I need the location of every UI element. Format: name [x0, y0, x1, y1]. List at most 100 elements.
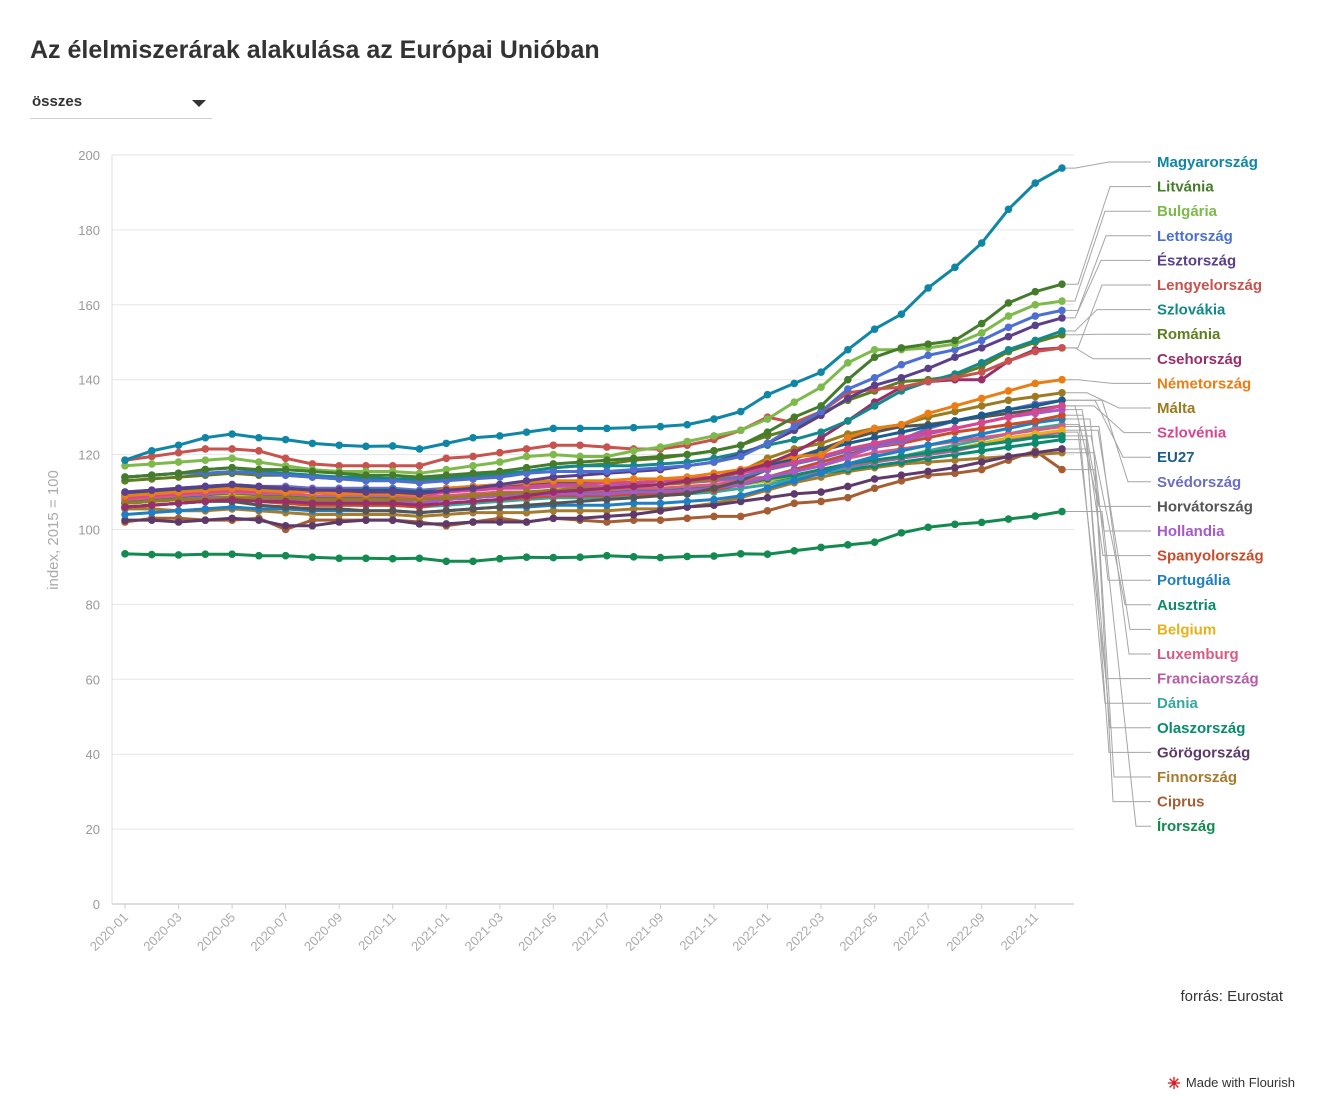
data-point: [1004, 205, 1013, 214]
y-tick-label: 160: [78, 298, 100, 313]
x-tick-label: 2022-05: [836, 910, 880, 954]
data-point: [710, 473, 718, 481]
data-point: [951, 263, 959, 272]
data-point: [442, 477, 451, 485]
data-point: [469, 469, 477, 478]
data-point: [790, 547, 799, 555]
data-point: [1058, 402, 1066, 410]
data-point: [496, 432, 504, 440]
data-point: [442, 439, 451, 448]
data-point: [844, 359, 852, 367]
data-point: [549, 450, 558, 459]
data-point: [629, 482, 638, 491]
series-line: [123, 166, 1064, 462]
data-point: [201, 497, 210, 506]
data-point: [656, 553, 665, 562]
data-point: [977, 368, 986, 377]
data-point: [629, 499, 638, 508]
data-point: [1004, 515, 1013, 523]
data-point: [977, 394, 986, 403]
data-point: [1058, 164, 1066, 172]
data-point: [522, 445, 531, 453]
data-point: [951, 456, 959, 465]
data-point: [897, 529, 906, 537]
series-25: [121, 445, 1066, 530]
data-point: [710, 458, 718, 466]
data-point: [201, 516, 210, 524]
data-point: [362, 477, 370, 485]
data-point: [469, 484, 477, 493]
data-point: [147, 516, 156, 524]
data-point: [683, 477, 691, 485]
legend-item: Franciaország: [1066, 431, 1259, 688]
legend-connector: [1066, 435, 1151, 606]
data-point: [763, 428, 772, 436]
data-point: [496, 554, 504, 563]
data-point: [736, 426, 745, 435]
data-point: [897, 433, 906, 442]
data-point: [1004, 452, 1013, 461]
data-point: [496, 467, 504, 476]
x-tick-label: 2020-07: [247, 910, 291, 954]
data-point: [629, 510, 638, 519]
data-point: [228, 550, 236, 559]
data-point: [870, 439, 879, 448]
data-point: [977, 375, 986, 384]
data-point: [870, 424, 879, 433]
x-tick-label: 2021-09: [622, 910, 666, 954]
legend-connector: [1066, 426, 1151, 655]
x-tick-label: 2021-01: [408, 910, 452, 954]
data-point: [549, 506, 558, 515]
data-point: [683, 497, 691, 506]
data-point: [924, 284, 932, 292]
data-point: [415, 462, 424, 470]
source-note: forrás: Eurostat: [1180, 988, 1283, 1005]
data-point: [362, 499, 370, 508]
data-point: [121, 473, 129, 481]
legend-label: Dánia: [1157, 695, 1199, 712]
data-point: [870, 381, 879, 390]
data-point: [1031, 379, 1040, 388]
data-point: [977, 518, 986, 527]
data-point: [951, 417, 959, 425]
data-point: [228, 463, 236, 472]
legend-connector: [1066, 511, 1151, 827]
data-point: [656, 443, 665, 451]
data-point: [255, 433, 263, 442]
data-point: [201, 465, 210, 474]
data-point: [174, 499, 183, 508]
legend-item: Szlovénia: [1066, 405, 1227, 442]
data-point: [817, 497, 825, 506]
country-filter-dropdown[interactable]: összes: [30, 92, 212, 119]
data-point: [469, 433, 477, 442]
data-point: [951, 520, 959, 529]
data-point: [736, 407, 745, 416]
legend-connector: [1066, 161, 1151, 169]
y-tick-label: 80: [86, 597, 100, 612]
data-point: [1058, 375, 1066, 384]
data-point: [335, 462, 343, 470]
legend-connector: [1066, 259, 1151, 319]
data-point: [576, 467, 584, 476]
chevron-down-icon: [192, 100, 206, 107]
data-point: [897, 310, 906, 318]
legend-item: Észtország: [1066, 252, 1236, 319]
data-point: [603, 477, 611, 485]
data-point: [1031, 312, 1040, 320]
data-point: [281, 521, 290, 530]
data-point: [924, 441, 932, 450]
data-point: [496, 490, 504, 498]
data-point: [870, 433, 879, 442]
made-with-flourish-link[interactable]: Made with Flourish: [1167, 1075, 1295, 1090]
data-point: [496, 518, 504, 526]
data-point: [924, 364, 932, 373]
legend-label: Portugália: [1157, 572, 1231, 589]
data-point: [1004, 437, 1013, 446]
data-point: [442, 499, 451, 508]
x-tick-label: 2021-05: [515, 910, 559, 954]
data-point: [147, 447, 156, 455]
page-title: Az élelmiszerárak alakulása az Európai U…: [30, 36, 600, 64]
data-point: [549, 473, 558, 481]
data-point: [603, 518, 611, 526]
data-point: [255, 465, 263, 474]
